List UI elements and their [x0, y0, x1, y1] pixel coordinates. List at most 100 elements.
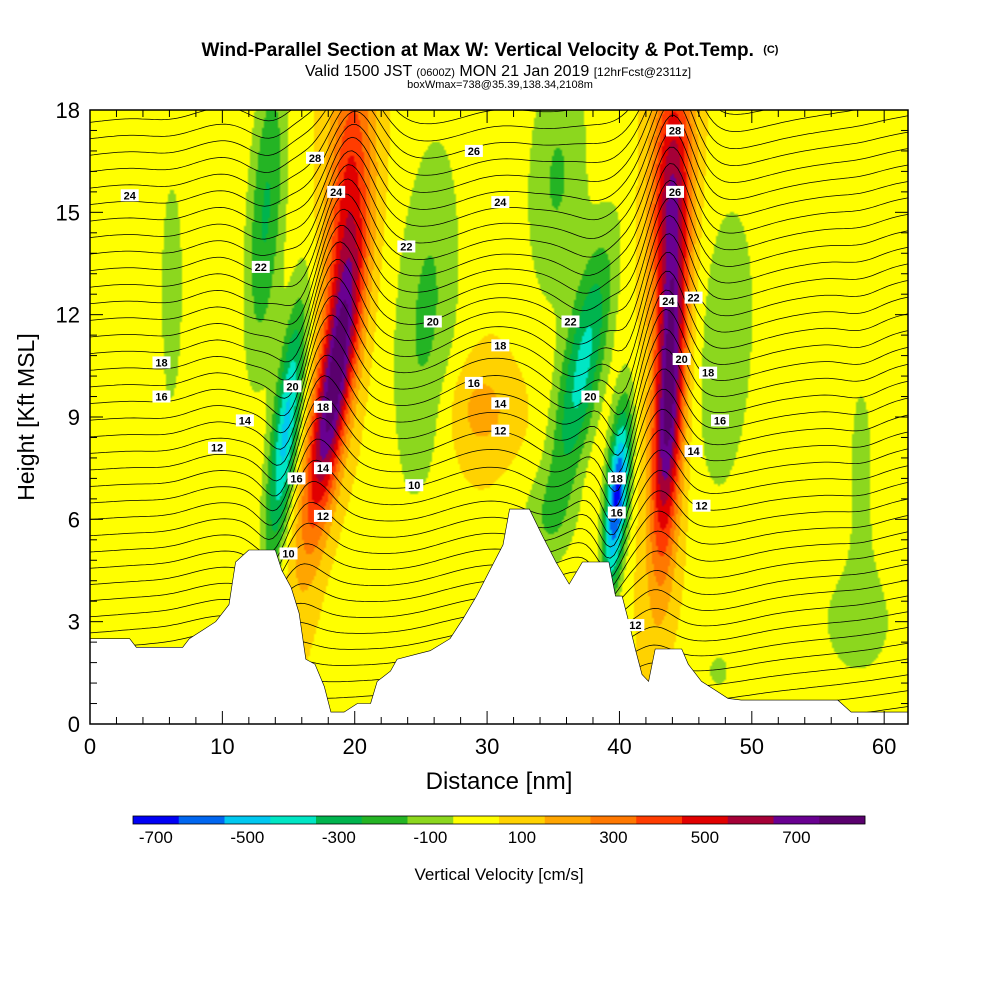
contour-label-text: 28 [669, 125, 681, 137]
contour-label: 18 [491, 339, 510, 352]
contour-label-text: 26 [468, 146, 480, 158]
contour-label: 24 [327, 185, 346, 199]
contour-label-text: 24 [494, 197, 507, 209]
contour-label-text: 22 [255, 262, 267, 274]
theta-contour-line [90, 110, 908, 240]
colorbar-tick-label: 300 [599, 828, 627, 847]
contour-label-text: 16 [714, 415, 726, 427]
x-axis: 0 10 20 30 40 50 60 [84, 110, 896, 759]
colorbar-swatch [727, 816, 774, 824]
contour-label: 24 [659, 295, 678, 308]
colorbar [132, 815, 866, 825]
contour-label-text: 24 [124, 190, 137, 202]
x-tick-label: 0 [84, 734, 96, 759]
colorbar-swatch [499, 816, 546, 824]
contour-label: 10 [405, 479, 424, 492]
colorbar-swatch [407, 816, 454, 824]
contour-label-text: 14 [494, 398, 507, 410]
y-tick-label: 6 [68, 507, 80, 532]
colorbar-swatch [224, 816, 271, 824]
theta-contour-line [90, 429, 908, 554]
theta-contour-line [90, 308, 908, 466]
colorbar-swatch [178, 816, 225, 824]
contour-label-text: 14 [687, 446, 700, 458]
colorbar-tick-label: -500 [230, 828, 264, 847]
x-tick-label: 50 [740, 734, 764, 759]
chart-title: Wind-Parallel Section at Max W: Vertical… [202, 40, 779, 61]
theta-contour-line [90, 470, 908, 585]
contour-label-text: 14 [317, 463, 330, 475]
colorbar-swatch [682, 816, 729, 824]
colorbar-swatch [453, 816, 500, 824]
contour-label-text: 14 [239, 415, 252, 427]
contour-label: 12 [491, 424, 510, 438]
contour-label-text: 10 [282, 548, 294, 560]
contour-label: 16 [152, 390, 171, 404]
theta-contours [90, 93, 908, 724]
contour-label: 24 [491, 196, 510, 209]
theta-contour-line [90, 270, 908, 434]
contour-label: 28 [306, 151, 325, 165]
contour-label-text: 18 [702, 368, 714, 380]
theta-contour-line [90, 233, 908, 399]
colorbar-tick-label: -300 [322, 828, 356, 847]
colorbar-frame [132, 815, 866, 825]
y-tick-label: 18 [56, 98, 80, 123]
colorbar-tick-label: 500 [691, 828, 719, 847]
theta-contour-line [90, 146, 908, 306]
contour-label-text: 16 [611, 508, 623, 520]
contour-label: 20 [423, 315, 442, 328]
x-tick-label: 40 [607, 734, 631, 759]
theta-contour-line [90, 490, 908, 601]
theta-contour-line [90, 110, 766, 190]
y-tick-label: 3 [68, 610, 80, 635]
theta-contour-line [90, 388, 908, 526]
contour-label: 16 [464, 376, 483, 390]
theta-contour-line [90, 289, 908, 450]
contour-label: 12 [313, 509, 332, 523]
contour-label-text: 20 [584, 392, 596, 404]
contour-label-text: 22 [400, 241, 412, 253]
terrain [90, 508, 908, 724]
contour-label: 22 [561, 315, 580, 328]
copyright-mark: (C) [763, 44, 779, 56]
contour-label: 14 [491, 397, 510, 410]
contour-label: 22 [684, 291, 703, 305]
contour-label-text: 20 [427, 316, 439, 328]
theta-contour-line [90, 110, 572, 156]
colorbar-swatch [819, 816, 866, 824]
y-tick-label: 15 [56, 200, 80, 225]
colorbar-swatch [133, 816, 180, 824]
x-tick-label: 20 [342, 734, 366, 759]
contour-label: 14 [313, 462, 332, 475]
contour-label-text: 22 [564, 316, 576, 328]
contour-label-text: 24 [330, 187, 343, 199]
y-axis-label: Height [Kft MSL] [13, 333, 39, 500]
y-tick-label: 0 [68, 712, 80, 737]
theta-contour-line [90, 163, 908, 325]
contour-label-text: 12 [629, 620, 641, 632]
x-tick-label: 10 [210, 734, 234, 759]
contour-label: 16 [287, 472, 306, 485]
contour-label-text: 12 [317, 511, 329, 523]
contour-label: 20 [283, 380, 302, 393]
contour-labels: 24 18 16 14 12 28 24 22 20 18 16 14 12 10 26 24 22 20 18 16… [120, 124, 730, 632]
colorbar-swatch [636, 816, 683, 824]
colorbar-swatch [316, 816, 363, 824]
contour-label: 20 [672, 353, 691, 366]
contour-label: 22 [397, 240, 416, 253]
contour-label: 28 [666, 124, 685, 137]
theta-contour-line [90, 93, 908, 106]
contour-label-text: 18 [317, 402, 329, 414]
contour-label-text: 28 [309, 153, 321, 165]
theta-contour-line [90, 408, 908, 540]
y-tick-label: 12 [56, 303, 80, 328]
theta-contour-line [90, 197, 908, 363]
x-tick-label: 60 [872, 734, 896, 759]
x-axis-label: Distance [nm] [426, 768, 573, 795]
contour-label-text: 18 [155, 357, 167, 369]
theta-contour-line [90, 179, 908, 344]
colorbar-label: Vertical Velocity [cm/s] [414, 865, 583, 884]
contour-label: 14 [235, 414, 254, 427]
